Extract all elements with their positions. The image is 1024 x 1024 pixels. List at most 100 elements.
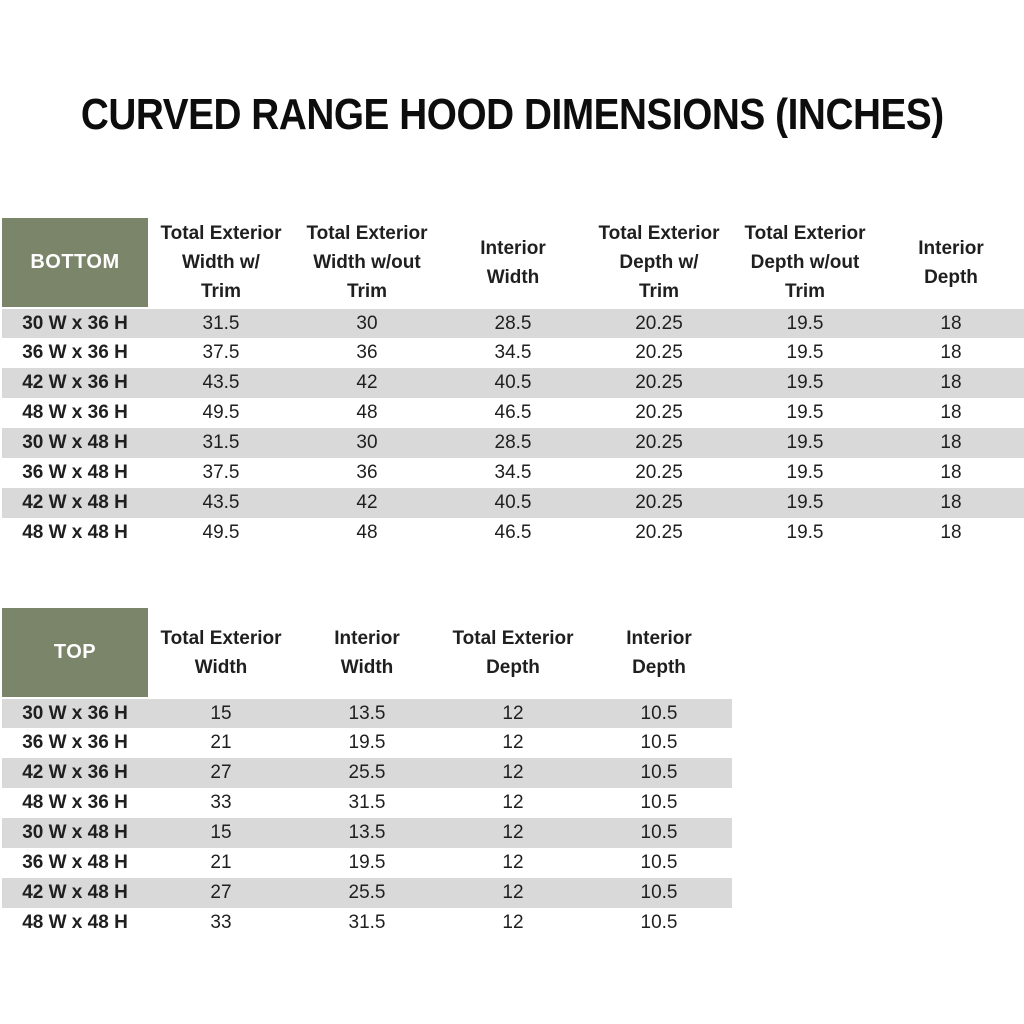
dimension-value: 20.25 [635,432,683,453]
table-row: 30 W x 48 H 31.5 30 28.5 20.25 19.5 18 [2,428,1024,458]
dimension-value: 42 [356,372,378,393]
dimension-value: 33 [210,792,232,813]
dimension-value: 19.5 [786,402,824,423]
table-row: 48 W x 48 H 33 31.5 12 10.5 [2,908,732,938]
table-corner-label-top: TOP [2,608,148,699]
dimension-value: 19.5 [786,342,824,363]
dimension-value: 18 [940,372,962,393]
dimension-value: 10.5 [640,852,678,873]
row-label: 42 W x 36 H [22,762,128,783]
header-row: BOTTOM Total Exterior Width w/ Trim Total … [2,218,1024,309]
row-label: 36 W x 48 H [22,462,128,483]
dimension-value: 18 [940,432,962,453]
dimension-value: 10.5 [640,882,678,903]
dimension-value: 12 [502,912,524,933]
table-row: 48 W x 48 H 49.5 48 46.5 20.25 19.5 18 [2,518,1024,548]
dimension-value: 10.5 [640,762,678,783]
dimension-value: 46.5 [494,402,532,423]
dimension-value: 12 [502,732,524,753]
dimension-value: 18 [940,312,962,334]
table-row: 42 W x 36 H 27 25.5 12 10.5 [2,758,732,788]
table-row: 42 W x 36 H 43.5 42 40.5 20.25 19.5 18 [2,368,1024,398]
dimension-value: 31.5 [202,312,240,334]
dimension-value: 10.5 [640,792,678,813]
table-row: 36 W x 36 H 21 19.5 12 10.5 [2,728,732,758]
dimension-value: 10.5 [640,732,678,753]
header-row: TOP Total Exterior Width Interior Width Tot… [2,608,732,699]
dimension-value: 19.5 [786,522,824,543]
dimension-value: 19.5 [786,462,824,483]
dimension-value: 31.5 [348,912,386,933]
row-label: 48 W x 48 H [22,522,128,543]
dimension-value: 15 [210,702,232,724]
dimension-value: 20.25 [635,522,683,543]
dimension-value: 49.5 [202,522,240,543]
dimension-value: 28.5 [494,312,532,334]
dimension-value: 19.5 [348,852,386,873]
table-row: 30 W x 48 H 15 13.5 12 10.5 [2,818,732,848]
column-header: Interior Width [294,608,440,699]
dimension-value: 18 [940,342,962,363]
row-label: 30 W x 36 H [22,312,128,334]
dimension-value: 12 [502,822,524,843]
dimension-value: 13.5 [348,822,386,843]
dimension-value: 48 [356,522,378,543]
row-label: 30 W x 48 H [22,822,128,843]
dimension-value: 37.5 [202,342,240,363]
dimension-value: 18 [940,462,962,483]
dimension-value: 10.5 [640,702,678,724]
row-label: 42 W x 48 H [22,882,128,903]
page-title-text: CURVED RANGE HOOD DIMENSIONS (INCHES) [80,90,944,139]
dimension-value: 31.5 [348,792,386,813]
dimension-value: 18 [940,402,962,423]
dimension-value: 27 [210,882,232,903]
dimension-value: 13.5 [348,702,386,724]
dimension-value: 10.5 [640,912,678,933]
column-header: Total Exterior Width w/ Trim [148,218,294,309]
dimension-value: 12 [502,792,524,813]
bottom-dimensions-table: BOTTOM Total Exterior Width w/ Trim Total … [2,218,1024,548]
dimension-value: 21 [210,852,232,873]
dimension-value: 43.5 [202,492,240,513]
top-table-header: TOP Total Exterior Width Interior Width Tot… [2,608,732,699]
dimension-value: 18 [940,492,962,513]
dimension-value: 34.5 [494,342,532,363]
table-row: 48 W x 36 H 33 31.5 12 10.5 [2,788,732,818]
dimension-value: 20.25 [635,402,683,423]
dimension-value: 34.5 [494,462,532,483]
table-corner-label-bottom: BOTTOM [2,218,148,309]
dimension-value: 30 [356,432,378,453]
table-row: 42 W x 48 H 43.5 42 40.5 20.25 19.5 18 [2,488,1024,518]
bottom-table-body: 30 W x 36 H 31.5 30 28.5 20.25 19.5 18 36 W x 3… [2,308,1024,548]
table-row: 36 W x 36 H 37.5 36 34.5 20.25 19.5 18 [2,338,1024,368]
dimension-value: 12 [502,702,524,724]
dimension-value: 19.5 [348,732,386,753]
dimension-value: 20.25 [635,342,683,363]
dimension-value: 36 [356,462,378,483]
column-header: Interior Depth [878,218,1024,309]
top-table-body: 30 W x 36 H 15 13.5 12 10.5 36 W x 36 H 21 19.5… [2,698,732,938]
dimension-value: 20.25 [635,462,683,483]
dimension-value: 37.5 [202,462,240,483]
dimension-value: 20.25 [635,312,683,334]
column-header: Total Exterior Width w/out Trim [294,218,440,309]
dimension-value: 18 [940,522,962,543]
column-header: Interior Depth [586,608,732,699]
column-header: Total Exterior Depth [440,608,586,699]
dimension-value: 30 [356,312,378,334]
dimension-value: 40.5 [494,492,532,513]
row-label: 48 W x 36 H [22,792,128,813]
dimension-value: 19.5 [786,312,824,334]
column-header: Total Exterior Depth w/ Trim [586,218,732,309]
dimension-value: 12 [502,882,524,903]
table-row: 42 W x 48 H 27 25.5 12 10.5 [2,878,732,908]
bottom-dimensions-section: BOTTOM Total Exterior Width w/ Trim Total … [2,218,1024,548]
dimension-value: 19.5 [786,432,824,453]
row-label: 42 W x 36 H [22,372,128,393]
dimension-value: 43.5 [202,372,240,393]
dimension-value: 20.25 [635,372,683,393]
table-row: 30 W x 36 H 31.5 30 28.5 20.25 19.5 18 [2,308,1024,338]
row-label: 36 W x 36 H [22,342,128,363]
dimension-value: 12 [502,852,524,873]
